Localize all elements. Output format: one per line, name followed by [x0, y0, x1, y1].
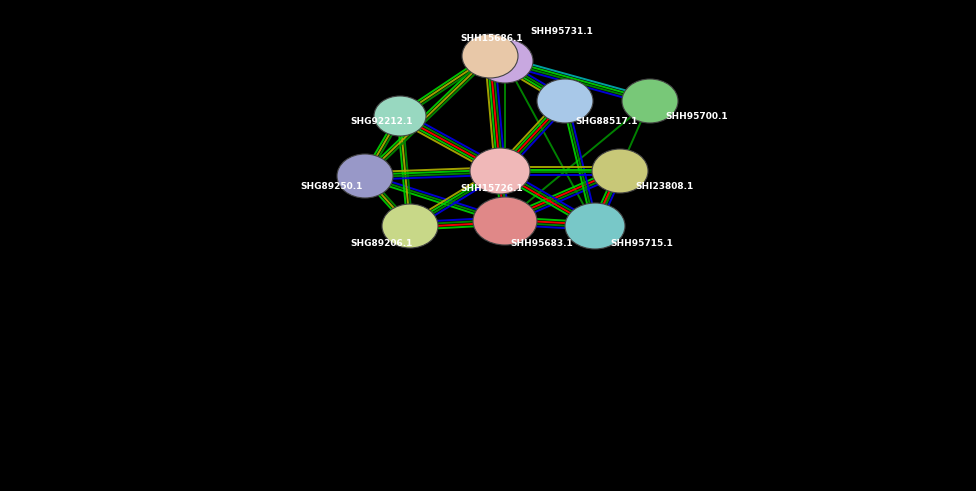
Ellipse shape	[337, 154, 393, 198]
Text: SHI23808.1: SHI23808.1	[635, 182, 693, 191]
Ellipse shape	[462, 34, 518, 78]
Ellipse shape	[470, 148, 530, 194]
Ellipse shape	[477, 39, 533, 83]
Text: SHH15686.1: SHH15686.1	[460, 33, 522, 43]
Text: SHH15726.1: SHH15726.1	[460, 184, 523, 192]
Text: SHH95683.1: SHH95683.1	[510, 239, 573, 247]
Text: SHH95715.1: SHH95715.1	[610, 239, 672, 247]
Text: SHG89206.1: SHG89206.1	[350, 239, 413, 247]
Ellipse shape	[382, 204, 438, 248]
Ellipse shape	[592, 149, 648, 193]
Text: SHH95700.1: SHH95700.1	[665, 111, 728, 120]
Ellipse shape	[374, 96, 426, 136]
Ellipse shape	[537, 79, 593, 123]
Text: SHH95731.1: SHH95731.1	[530, 27, 592, 36]
Text: SHG89250.1: SHG89250.1	[300, 182, 362, 191]
Ellipse shape	[565, 203, 625, 249]
Ellipse shape	[473, 197, 537, 245]
Ellipse shape	[622, 79, 678, 123]
Text: SHG92212.1: SHG92212.1	[350, 116, 413, 126]
Text: SHG88517.1: SHG88517.1	[575, 116, 637, 126]
